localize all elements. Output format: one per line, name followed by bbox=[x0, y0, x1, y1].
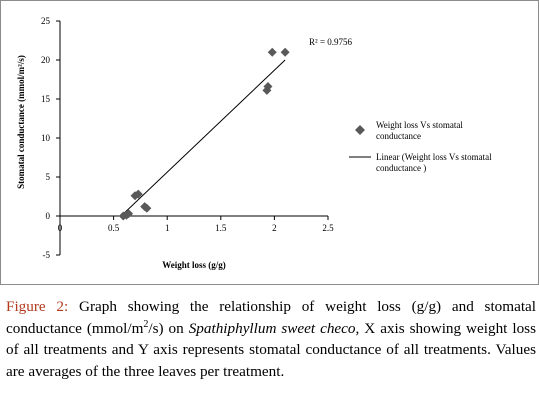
caption-superscript: 2 bbox=[143, 318, 149, 330]
data-point bbox=[124, 209, 134, 219]
y-tick-label: 20 bbox=[41, 55, 51, 65]
x-tick-label: 2 bbox=[272, 223, 277, 233]
x-tick-label: 0.5 bbox=[108, 223, 120, 233]
axes bbox=[56, 20, 329, 256]
legend-entry-linear-line2: conductance ) bbox=[376, 163, 426, 173]
y-tick-label: 5 bbox=[46, 172, 51, 182]
figure-label: Figure 2: bbox=[6, 298, 69, 315]
caption-text-2: /s) on bbox=[148, 319, 189, 337]
x-tick-label: 2.5 bbox=[322, 223, 334, 233]
y-axis-title: Stomatal conductance (mmol/m²/s) bbox=[16, 55, 26, 189]
data-point bbox=[133, 189, 143, 199]
legend-entry-scatter-line1: Weight loss Vs stomatal bbox=[376, 120, 463, 130]
legend: Weight loss Vs stomatal conductance Line… bbox=[349, 120, 492, 173]
legend-entry-scatter-line2: conductance bbox=[376, 131, 421, 141]
figure-caption: Figure 2: Graph showing the relationship… bbox=[6, 296, 536, 382]
data-point bbox=[267, 47, 277, 57]
y-tick-label: 0 bbox=[46, 211, 51, 221]
data-point bbox=[142, 203, 152, 213]
data-point bbox=[280, 47, 290, 57]
data-points bbox=[118, 47, 290, 221]
caption-text-3: , X axis showing weight loss of all trea… bbox=[6, 319, 536, 380]
species-name: Spathiphyllum sweet checo bbox=[188, 319, 356, 337]
caption-text-1: Graph showing the relationship of weight… bbox=[6, 298, 537, 337]
y-tick-label: 25 bbox=[41, 16, 51, 26]
trendline-layer bbox=[120, 59, 286, 217]
x-tick-label: 1 bbox=[165, 223, 170, 233]
y-tick-label: -5 bbox=[43, 250, 51, 260]
x-tick-label: 0 bbox=[58, 223, 63, 233]
data-point bbox=[263, 82, 273, 92]
chart-frame: 25 20 15 10 5 0 -5 0 0.5 1 1.5 2 2.5 R² = 0.9756 Wei… bbox=[0, 0, 539, 285]
linear-trendline bbox=[120, 59, 286, 217]
legend-entry-linear-line1: Linear (Weight loss Vs stomatal bbox=[376, 152, 492, 162]
y-tick-label: 10 bbox=[41, 133, 51, 143]
tick-labels: 25 20 15 10 5 0 -5 0 0.5 1 1.5 2 2.5 bbox=[41, 16, 334, 260]
r-squared-annotation: R² = 0.9756 bbox=[309, 37, 353, 47]
x-tick-label: 1.5 bbox=[215, 223, 227, 233]
legend-diamond-marker bbox=[355, 125, 365, 135]
y-tick-label: 15 bbox=[41, 94, 51, 104]
x-axis-title: Weight loss (g/g) bbox=[162, 260, 226, 270]
scatter-chart: 25 20 15 10 5 0 -5 0 0.5 1 1.5 2 2.5 R² = 0.9756 Wei… bbox=[16, 16, 492, 270]
